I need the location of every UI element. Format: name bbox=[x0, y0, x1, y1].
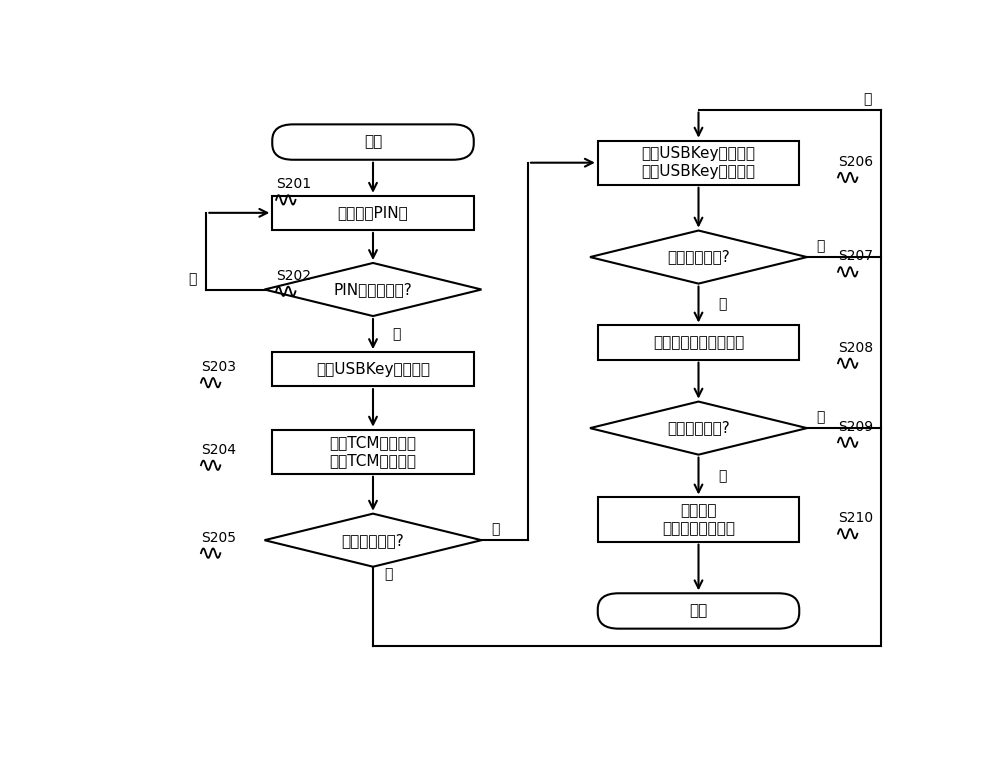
Text: S205: S205 bbox=[201, 531, 236, 545]
FancyBboxPatch shape bbox=[598, 593, 799, 629]
Text: S203: S203 bbox=[201, 360, 236, 375]
Bar bbox=[598, 326, 799, 360]
Text: S206: S206 bbox=[838, 155, 873, 169]
Text: 是: 是 bbox=[718, 469, 726, 483]
Text: 进入桌面
启动守护进程模块: 进入桌面 启动守护进程模块 bbox=[662, 503, 735, 535]
Text: 否: 否 bbox=[816, 240, 825, 254]
Text: 是: 是 bbox=[718, 297, 726, 312]
Text: 登录是否成功?: 登录是否成功? bbox=[667, 421, 730, 436]
Text: 取出操作系统账号信息: 取出操作系统账号信息 bbox=[653, 335, 744, 350]
FancyBboxPatch shape bbox=[272, 124, 474, 160]
Text: 两者是否一致?: 两者是否一致? bbox=[342, 532, 404, 548]
Text: 两者是否一致?: 两者是否一致? bbox=[667, 250, 730, 264]
Text: PIN码是否正确?: PIN码是否正确? bbox=[334, 282, 412, 297]
Text: 否: 否 bbox=[188, 272, 197, 286]
Bar bbox=[598, 141, 799, 185]
Text: S208: S208 bbox=[838, 341, 873, 355]
Text: S207: S207 bbox=[838, 250, 873, 264]
Polygon shape bbox=[264, 514, 482, 567]
Text: S210: S210 bbox=[838, 511, 873, 525]
Bar bbox=[598, 497, 799, 542]
Polygon shape bbox=[590, 231, 807, 283]
Text: 是: 是 bbox=[491, 522, 499, 536]
Text: 取出TCM身份信息
计算TCM标识哈希: 取出TCM身份信息 计算TCM标识哈希 bbox=[330, 436, 416, 468]
Text: 开始: 开始 bbox=[364, 135, 382, 149]
Text: 解密USBKey加密文件: 解密USBKey加密文件 bbox=[316, 362, 430, 377]
Text: 否: 否 bbox=[816, 411, 825, 424]
Bar bbox=[272, 196, 474, 230]
Polygon shape bbox=[264, 263, 482, 316]
Polygon shape bbox=[590, 401, 807, 455]
Text: S209: S209 bbox=[838, 420, 873, 434]
Text: 否: 否 bbox=[385, 567, 393, 581]
Text: S201: S201 bbox=[276, 178, 311, 192]
Bar bbox=[272, 430, 474, 474]
Text: 否: 否 bbox=[863, 93, 871, 106]
Bar bbox=[272, 352, 474, 386]
Text: 用户输入PIN码: 用户输入PIN码 bbox=[338, 205, 408, 221]
Text: 是: 是 bbox=[392, 327, 401, 341]
Text: 结束: 结束 bbox=[689, 604, 708, 618]
Text: S202: S202 bbox=[276, 269, 311, 283]
Text: 取出USBKey身份信息
计算USBKey标识哈希: 取出USBKey身份信息 计算USBKey标识哈希 bbox=[642, 146, 756, 179]
Text: S204: S204 bbox=[201, 443, 236, 457]
